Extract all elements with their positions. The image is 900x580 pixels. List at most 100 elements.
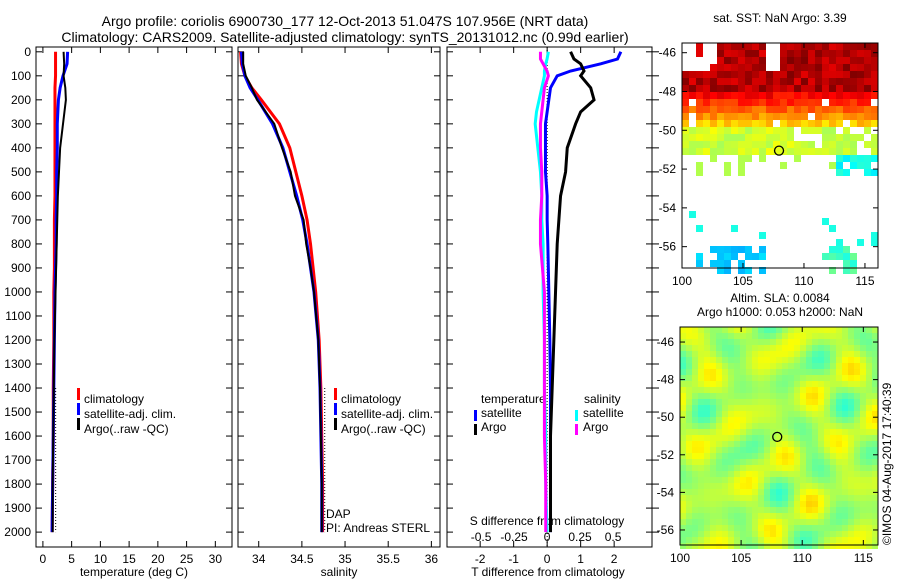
sla-cell [788, 453, 794, 459]
sla-cell [710, 423, 716, 429]
sla-cell [818, 447, 824, 453]
sla-cell [794, 477, 800, 483]
profile-line-climatology [239, 51, 325, 533]
sla-cell [842, 345, 848, 351]
sla-cell [722, 471, 728, 477]
sla-cell [758, 423, 764, 429]
sst-cell [787, 148, 794, 155]
sla-cell [716, 543, 722, 549]
sla-cell [854, 453, 860, 459]
sla-cell [848, 477, 854, 483]
sst-cell [794, 50, 801, 57]
sla-cell [716, 471, 722, 477]
sla-cell [860, 471, 866, 477]
sla-cell [704, 399, 710, 405]
sla-cell [848, 357, 854, 363]
sla-cell [788, 531, 794, 537]
sst-cell [752, 50, 759, 57]
sla-cell [686, 357, 692, 363]
sla-cell [710, 363, 716, 369]
sla-cell [728, 459, 734, 465]
sla-cell [800, 423, 806, 429]
sla-cell [752, 429, 758, 435]
sla-cell [806, 483, 812, 489]
sla-cell [866, 537, 872, 543]
sst-cell [850, 141, 857, 148]
sst-cell [731, 85, 738, 92]
sst-cell [738, 127, 745, 134]
sla-cell [800, 537, 806, 543]
sst-cell [738, 267, 745, 274]
sla-cell [788, 423, 794, 429]
sst-cell [850, 43, 857, 50]
sla-cell [848, 501, 854, 507]
sst-cell [850, 85, 857, 92]
sst-cell [815, 85, 822, 92]
sst-cell [829, 57, 836, 64]
sst-cell [829, 113, 836, 120]
sst-cell [710, 127, 717, 134]
sla-cell [704, 441, 710, 447]
sla-cell [860, 429, 866, 435]
sla-cell [740, 411, 746, 417]
sst-cell [752, 85, 759, 92]
sla-cell [752, 441, 758, 447]
sla-cell [824, 477, 830, 483]
sst-cell [696, 260, 703, 267]
sst-cell [843, 85, 850, 92]
sst-cell [724, 120, 731, 127]
sla-cell [866, 471, 872, 477]
sst-cell [787, 64, 794, 71]
sst-cell [717, 267, 724, 274]
sla-cell [704, 453, 710, 459]
sla-cell [842, 411, 848, 417]
sla-cell [728, 345, 734, 351]
sla-cell [704, 513, 710, 519]
sla-cell [860, 531, 866, 537]
sst-cell [752, 57, 759, 64]
sla-cell [680, 327, 686, 333]
sla-cell [818, 333, 824, 339]
sla-cell [848, 423, 854, 429]
sla-cell [824, 381, 830, 387]
sla-cell [818, 495, 824, 501]
sla-cell [860, 411, 866, 417]
sla-cell [794, 465, 800, 471]
sla-cell [872, 501, 878, 507]
sla-cell [794, 375, 800, 381]
y-tick-label: 200 [11, 93, 31, 107]
sla-cell [704, 501, 710, 507]
sla-cell [860, 345, 866, 351]
sst-cell [689, 92, 696, 99]
sla-cell [746, 399, 752, 405]
sst-cell [794, 148, 801, 155]
sst-cell [857, 113, 864, 120]
sla-cell [752, 333, 758, 339]
sla-cell [716, 339, 722, 345]
sla-cell [824, 369, 830, 375]
legend-t-satellite: satellite [481, 406, 522, 420]
sst-cell [857, 50, 864, 57]
sla-cell [848, 519, 854, 525]
sst-cell [794, 43, 801, 50]
sla-cell [704, 459, 710, 465]
sla-cell [740, 363, 746, 369]
sla-cell [680, 513, 686, 519]
plot-frame [35, 46, 233, 548]
sla-cell [770, 381, 776, 387]
sla-cell [788, 447, 794, 453]
sst-cell [766, 148, 773, 155]
lon-tick-label: 115 [854, 551, 873, 565]
sla-cell [746, 351, 752, 357]
sst-cell [822, 43, 829, 50]
sla-cell [848, 399, 854, 405]
sst-cell [836, 57, 843, 64]
sla-cell [872, 525, 878, 531]
sla-cell [800, 471, 806, 477]
sst-cell [731, 57, 738, 64]
temperature-panel: temperature (deg C) climatology satellit… [4, 45, 233, 579]
sla-cell [800, 435, 806, 441]
sla-cell [746, 471, 752, 477]
sla-cell [764, 543, 770, 549]
sla-cell [800, 525, 806, 531]
